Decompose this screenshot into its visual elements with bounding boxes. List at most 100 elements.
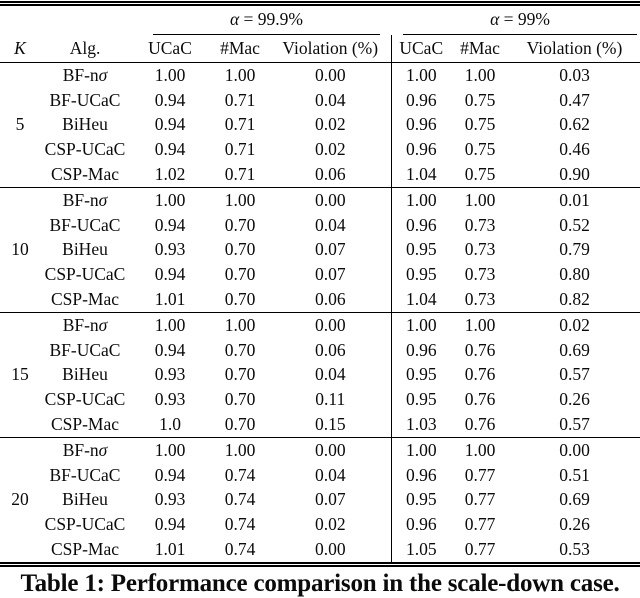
alg-name: CSP-UCaC	[44, 139, 126, 160]
value-cell: 0.70	[224, 264, 256, 285]
value-cell: 1.00	[154, 314, 186, 335]
value-cell: 0.82	[509, 287, 640, 313]
value-cell: 1.00	[390, 187, 451, 213]
value-cell: 0.00	[559, 439, 590, 460]
value-cell: 0.93	[154, 364, 186, 385]
value-cell: 0.94	[154, 264, 186, 285]
table-row: BF-nσ 1.00 1.00 0.00 1.00 1.00 0.02	[0, 312, 640, 338]
value-cell: 0.74	[224, 489, 256, 510]
value-cell: 1.00	[224, 314, 256, 335]
value-cell: 1.00	[224, 439, 256, 460]
table-rules-frame: α = 99.9% α = 99% K Alg. UCaC #Mac Viola…	[0, 1, 640, 567]
k-spacer	[0, 512, 40, 537]
k-value: 15	[11, 364, 29, 385]
column-header-row: K Alg. UCaC #Mac Violation (%) UCaC #Mac…	[0, 35, 640, 63]
value-cell: 0.96	[390, 212, 451, 238]
alg-name: CSP-UCaC	[44, 514, 126, 535]
value-cell: 0.76	[451, 412, 509, 438]
value-cell: 1.00	[390, 437, 451, 463]
table-row: BF-UCaC 0.94 0.74 0.04 0.96 0.77 0.51	[0, 462, 640, 488]
alg-name: BiHeu	[62, 114, 108, 135]
value-cell: 0.96	[390, 337, 451, 363]
alg-name: CSP-UCaC	[44, 264, 126, 285]
k-spacer	[0, 162, 40, 188]
value-cell: 0.93	[154, 239, 186, 260]
k-spacer	[0, 412, 40, 438]
value-cell: 0.04	[314, 464, 346, 485]
k-spacer	[0, 387, 40, 412]
value-cell: 0.70	[224, 239, 256, 260]
value-cell: 0.57	[559, 364, 590, 385]
value-cell: 0.95	[390, 362, 451, 388]
value-cell: 0.15	[270, 412, 391, 438]
value-cell: 0.11	[315, 389, 346, 410]
alg-name: CSP-Mac	[40, 162, 130, 188]
value-cell: 0.73	[464, 214, 496, 235]
alg-name: BiHeu	[62, 489, 108, 510]
group-header-alpha-99: α = 99%	[391, 6, 640, 35]
value-cell: 0.94	[154, 339, 186, 360]
alg-name: BF-UCaC	[49, 464, 121, 485]
value-cell: 0.70	[210, 287, 270, 313]
value-cell: 0.73	[464, 264, 496, 285]
k-spacer	[0, 537, 40, 562]
value-cell: 0.71	[224, 139, 256, 160]
performance-table: α = 99.9% α = 99% K Alg. UCaC #Mac Viola…	[0, 6, 640, 562]
k-spacer	[0, 63, 40, 88]
value-cell: 0.79	[559, 239, 590, 260]
table-row: BF-nσ 1.00 1.00 0.00 1.00 1.00 0.01	[0, 187, 640, 213]
k-spacer	[0, 312, 40, 337]
alg-name: BiHeu	[62, 364, 108, 385]
value-cell: 0.73	[464, 239, 496, 260]
value-cell: 0.00	[314, 314, 346, 335]
col-header-violation-1: Violation (%)	[270, 35, 391, 63]
alg-name: BF-UCaC	[49, 89, 121, 110]
value-cell: 0.77	[464, 489, 496, 510]
col-header-k: K	[0, 35, 40, 63]
table-row: CSP-Mac 1.0 0.70 0.15 1.03 0.76 0.57	[0, 412, 640, 438]
value-cell: 0.76	[464, 339, 496, 360]
table-row: BF-UCaC 0.94 0.70 0.06 0.96 0.76 0.69	[0, 337, 640, 363]
k-spacer	[0, 437, 40, 462]
alg-name: CSP-Mac	[40, 412, 130, 438]
table-row: CSP-UCaC 0.93 0.70 0.11 0.95 0.76 0.26	[0, 387, 640, 413]
value-cell: 0.94	[154, 139, 186, 160]
value-cell: 0.62	[559, 114, 590, 135]
value-cell: 0.95	[390, 262, 451, 288]
value-cell: 0.70	[224, 214, 256, 235]
value-cell: 0.94	[154, 514, 186, 535]
value-cell: 0.03	[559, 64, 590, 85]
value-cell: 1.04	[390, 287, 451, 313]
alg-name: BF-UCaC	[49, 214, 121, 235]
value-cell: 0.94	[154, 114, 186, 135]
value-cell: 0.69	[559, 339, 590, 360]
table-row: CSP-Mac 1.01 0.70 0.06 1.04 0.73 0.82	[0, 287, 640, 313]
value-cell: 0.70	[224, 339, 256, 360]
value-cell: 0.02	[314, 514, 346, 535]
value-cell: 0.74	[224, 539, 256, 560]
value-cell: 0.74	[224, 514, 256, 535]
k-spacer	[0, 187, 40, 212]
k-spacer	[0, 262, 40, 287]
value-cell: 1.00	[154, 439, 186, 460]
value-cell: 1.03	[390, 412, 451, 438]
value-cell: 0.75	[464, 114, 496, 135]
value-cell: 0.93	[154, 389, 186, 410]
value-cell: 0.75	[464, 89, 496, 110]
value-cell: 0.74	[224, 464, 256, 485]
col-header-mac-1: #Mac	[210, 35, 270, 63]
col-header-ucac-2: UCaC	[390, 35, 451, 63]
value-cell: 0.04	[314, 364, 346, 385]
alg-name: BF-nσ	[62, 314, 108, 335]
k-spacer	[0, 88, 40, 113]
value-cell: 0.95	[390, 237, 451, 263]
value-cell: 0.70	[210, 412, 270, 438]
value-cell: 1.00	[224, 64, 256, 85]
value-cell: 0.46	[559, 139, 590, 160]
alg-name: CSP-UCaC	[44, 389, 126, 410]
value-cell: 0.77	[464, 464, 496, 485]
k-spacer	[0, 463, 40, 488]
value-cell: 0.94	[154, 89, 186, 110]
group-header-row: α = 99.9% α = 99%	[0, 6, 640, 35]
